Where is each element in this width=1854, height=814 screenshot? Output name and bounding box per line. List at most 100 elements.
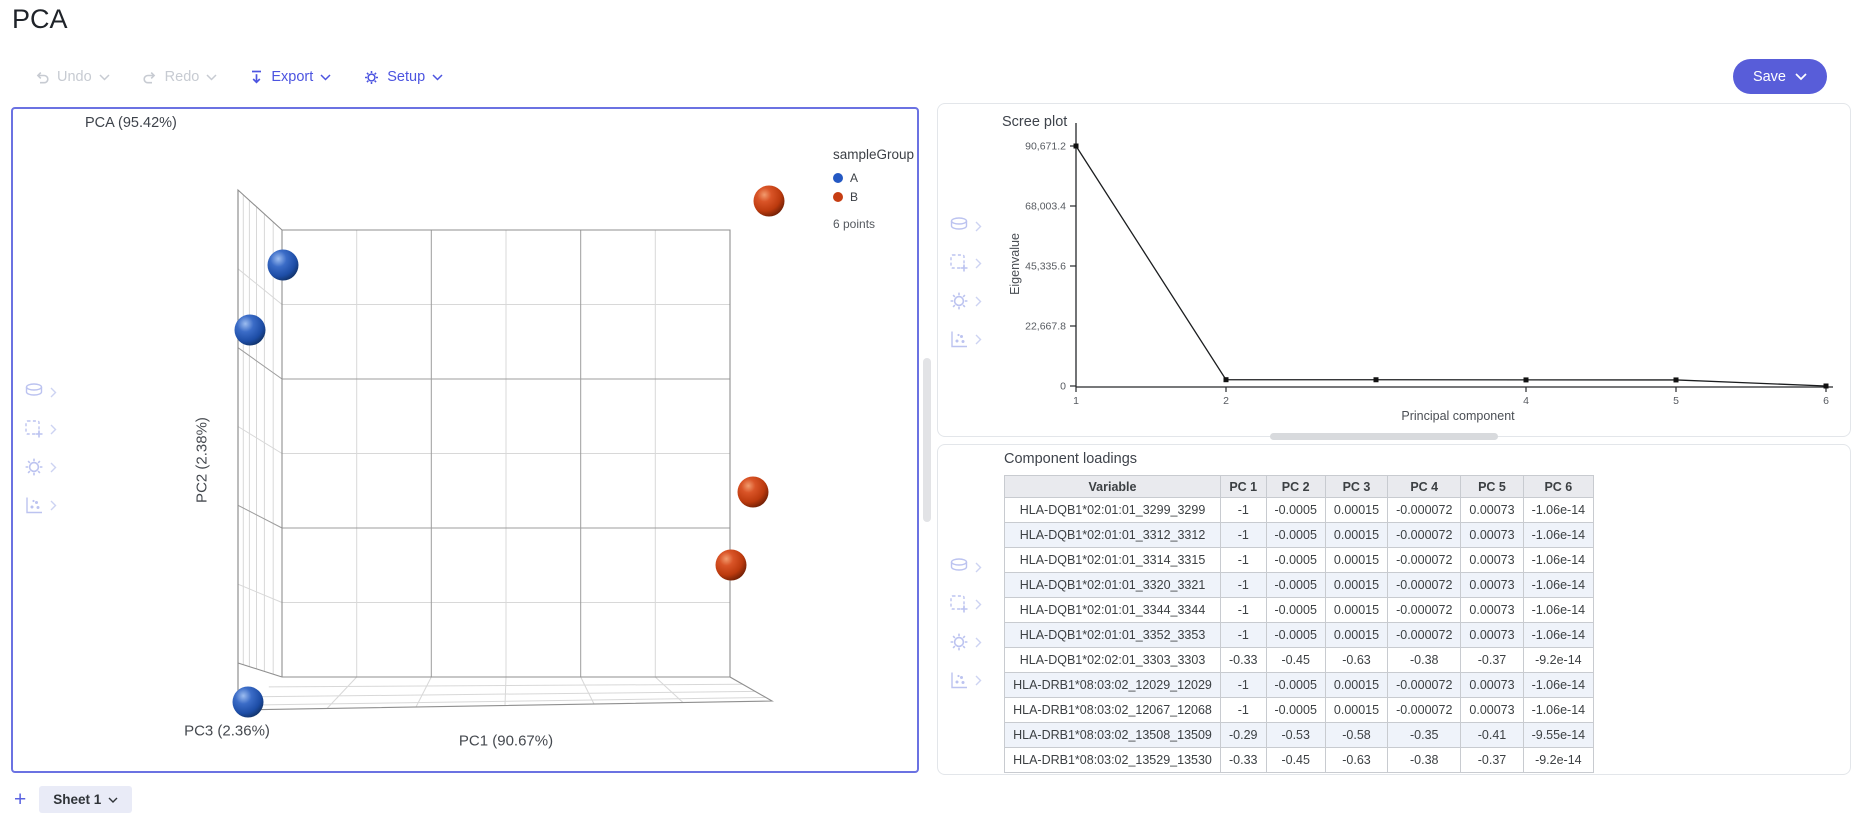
setup-button[interactable]: Setup bbox=[363, 69, 443, 86]
select-data-button[interactable] bbox=[23, 418, 75, 440]
sheet-bar: + Sheet 1 bbox=[0, 785, 1854, 814]
page-title: PCA bbox=[12, 4, 68, 34]
svg-text:0: 0 bbox=[1060, 381, 1066, 393]
chevron-down-icon bbox=[432, 73, 443, 81]
value-cell: -1.06e-14 bbox=[1522, 547, 1595, 573]
chevron-right-icon bbox=[50, 424, 57, 434]
undo-label: Undo bbox=[57, 69, 92, 85]
table-row: HLA-DRB1*08:03:02_13529_13530 -0.33 -0.45-… bbox=[1004, 747, 1595, 773]
value-cell: -0.000072 bbox=[1387, 497, 1462, 523]
chart-options-button[interactable] bbox=[948, 328, 1000, 350]
loadings-body: HLA-DQB1*02:01:01_3299_3299 -1 -0.0005 0.00… bbox=[1004, 497, 1595, 773]
value-cell: -1.06e-14 bbox=[1522, 672, 1595, 698]
value-cell: -1 bbox=[1220, 522, 1267, 548]
value-cell: -1.06e-14 bbox=[1522, 497, 1595, 523]
data-point-b bbox=[737, 476, 769, 508]
scree-panel[interactable]: Scree plot 90,671.2 68,003.4 45,335.6 22,66… bbox=[937, 103, 1851, 437]
value-cell: 0.00073 bbox=[1460, 547, 1524, 573]
horizontal-scrollbar[interactable] bbox=[1270, 433, 1498, 440]
chevron-right-icon bbox=[50, 462, 57, 472]
chevron-right-icon bbox=[975, 258, 982, 268]
value-cell: -0.45 bbox=[1265, 747, 1326, 773]
chart-options-button[interactable] bbox=[948, 669, 1000, 691]
settings-button[interactable] bbox=[948, 631, 1000, 653]
column-header: PC 5 bbox=[1460, 475, 1524, 498]
scatter-chart-icon bbox=[26, 497, 42, 514]
value-cell: -9.2e-14 bbox=[1522, 747, 1595, 773]
variable-cell: HLA-DRB1*08:03:02_13508_13509 bbox=[1004, 722, 1221, 748]
value-cell: -0.000072 bbox=[1387, 522, 1462, 548]
legend-item-a[interactable]: A bbox=[833, 171, 933, 185]
legend-item-b[interactable]: B bbox=[833, 190, 933, 204]
variable-cell: HLA-DQB1*02:01:01_3299_3299 bbox=[1004, 497, 1221, 523]
value-cell: -0.33 bbox=[1220, 647, 1267, 673]
undo-button[interactable]: Undo bbox=[34, 69, 110, 85]
scree-line-series bbox=[1073, 143, 1829, 389]
scree-x-ticks: 1 2 4 5 6 bbox=[1073, 387, 1829, 407]
save-label: Save bbox=[1752, 68, 1786, 85]
chevron-down-icon bbox=[1795, 72, 1807, 80]
value-cell: -0.29 bbox=[1220, 722, 1267, 748]
export-label: Export bbox=[271, 69, 314, 85]
add-sheet-button[interactable]: + bbox=[14, 788, 27, 811]
group-a-label: A bbox=[850, 171, 859, 185]
chevron-down-icon bbox=[108, 797, 118, 803]
chevron-down-icon bbox=[206, 73, 217, 81]
export-button[interactable]: Export bbox=[249, 69, 331, 85]
variable-cell: HLA-DQB1*02:01:01_3344_3344 bbox=[1004, 597, 1221, 623]
data-source-button[interactable] bbox=[948, 557, 1000, 577]
table-row: HLA-DQB1*02:01:01_3312_3312 -1 -0.0005 0.00… bbox=[1004, 522, 1595, 548]
value-cell: -1 bbox=[1220, 622, 1267, 648]
value-cell: -0.000072 bbox=[1387, 547, 1462, 573]
value-cell: -0.38 bbox=[1387, 647, 1462, 673]
data-source-button[interactable] bbox=[23, 382, 75, 402]
dashed-select-plus-icon bbox=[950, 254, 968, 272]
setup-label: Setup bbox=[387, 69, 426, 85]
pc2-axis-label: PC2 (2.38%) bbox=[193, 417, 211, 503]
column-header: PC 3 bbox=[1324, 475, 1389, 498]
settings-button[interactable] bbox=[23, 456, 75, 478]
chevron-right-icon bbox=[975, 562, 982, 572]
database-icon bbox=[950, 558, 968, 571]
scree-plot: 90,671.2 68,003.4 45,335.6 22,667.8 0 1 2 4 5 6 bbox=[1025, 123, 1833, 407]
group-a-dot bbox=[833, 173, 843, 183]
legend: sampleGroup A B 6 points bbox=[833, 147, 933, 231]
value-cell: -0.000072 bbox=[1387, 672, 1462, 698]
sheet-tab[interactable]: Sheet 1 bbox=[39, 786, 133, 813]
value-cell: 0.00015 bbox=[1324, 697, 1389, 723]
data-point-b bbox=[753, 185, 785, 217]
svg-text:90,671.2: 90,671.2 bbox=[1025, 141, 1066, 153]
variable-cell: HLA-DQB1*02:02:01_3303_3303 bbox=[1004, 647, 1221, 673]
eigenvalue-axis-label: Eigenvalue bbox=[1008, 233, 1022, 295]
select-data-button[interactable] bbox=[948, 593, 1000, 615]
redo-button[interactable]: Redo bbox=[142, 69, 218, 85]
column-header: PC 2 bbox=[1265, 475, 1326, 498]
table-row: HLA-DRB1*08:03:02_12029_12029 -1 -0.0005 0.… bbox=[1004, 672, 1595, 698]
vertical-scrollbar[interactable] bbox=[923, 358, 931, 522]
pca-3d-panel[interactable]: PCA (95.42%) PC2 (2.38%) PC3 (2.36%) PC1… bbox=[11, 107, 919, 773]
value-cell: -0.37 bbox=[1460, 647, 1524, 673]
value-cell: 0.00073 bbox=[1460, 522, 1524, 548]
value-cell: -0.33 bbox=[1220, 747, 1267, 773]
chart-options-button[interactable] bbox=[23, 494, 75, 516]
value-cell: -1 bbox=[1220, 572, 1267, 598]
value-cell: 0.00015 bbox=[1324, 522, 1389, 548]
plot-title: PCA (95.42%) bbox=[85, 115, 177, 131]
panel-tools-rail bbox=[23, 382, 75, 516]
save-button[interactable]: Save bbox=[1732, 59, 1827, 94]
select-data-button[interactable] bbox=[948, 252, 1000, 274]
value-cell: -0.41 bbox=[1460, 722, 1524, 748]
chevron-down-icon bbox=[320, 73, 331, 81]
settings-button[interactable] bbox=[948, 290, 1000, 312]
points-count: 6 points bbox=[833, 217, 876, 231]
value-cell: -0.63 bbox=[1324, 647, 1389, 673]
scree-y-ticks: 90,671.2 68,003.4 45,335.6 22,667.8 0 bbox=[1025, 141, 1076, 393]
chevron-right-icon bbox=[975, 221, 982, 231]
table-row: HLA-DQB1*02:01:01_3314_3315 -1 -0.0005 0.00… bbox=[1004, 547, 1595, 573]
sheet-tab-label: Sheet 1 bbox=[53, 792, 102, 807]
data-source-button[interactable] bbox=[948, 216, 1000, 236]
export-icon bbox=[252, 70, 262, 84]
value-cell: -0.0005 bbox=[1265, 672, 1326, 698]
data-point-b bbox=[715, 549, 747, 581]
